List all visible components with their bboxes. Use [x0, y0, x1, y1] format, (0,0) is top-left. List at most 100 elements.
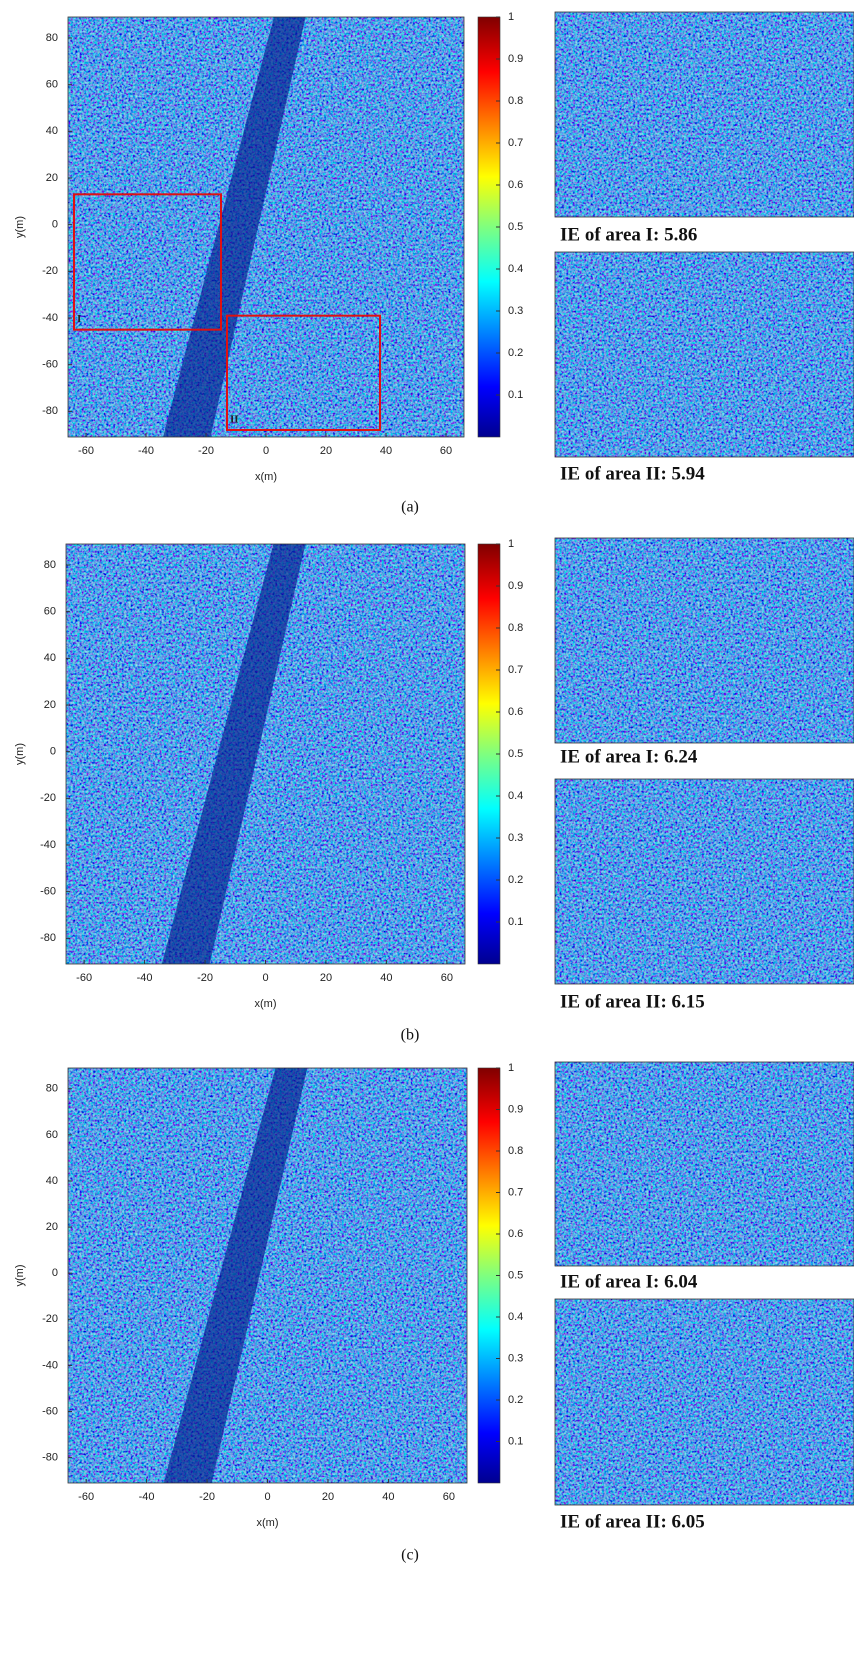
- inset-frame: [554, 537, 854, 744]
- colorbar-tick-label: 0.4: [508, 1311, 523, 1323]
- inset-frame: [554, 251, 854, 458]
- zoom-inset: [555, 538, 854, 743]
- panel-label: (c): [401, 1547, 419, 1564]
- colorbar-tick-label: 0.5: [508, 1269, 523, 1281]
- road-shadow: [163, 1068, 308, 1483]
- region-label: II: [230, 414, 239, 426]
- y-tick-label: 40: [46, 1175, 58, 1187]
- colorbar-tick-label: 0.1: [508, 1435, 523, 1447]
- x-tick-label: 60: [443, 1491, 455, 1503]
- y-tick-label: 0: [50, 746, 56, 758]
- inset-frame: [554, 11, 854, 218]
- x-tick-label: -60: [78, 445, 94, 457]
- colorbar-tick-label: 0.9: [508, 580, 523, 592]
- region-label: I: [77, 313, 81, 325]
- colorbar-tick-label: 0.7: [508, 664, 523, 676]
- zoom-inset: [555, 1299, 854, 1505]
- y-tick-label: 60: [44, 606, 56, 618]
- y-tick-label: 60: [46, 79, 58, 91]
- colorbar-tick-label: 1: [508, 11, 514, 23]
- zoom-inset: [555, 12, 854, 217]
- y-tick-label: 40: [44, 652, 56, 664]
- x-tick-label: 20: [322, 1491, 334, 1503]
- x-axis-label: x(m): [255, 998, 277, 1010]
- x-axis-label: x(m): [255, 471, 277, 483]
- y-axis-label: y(m): [14, 743, 26, 765]
- zoom-inset: [555, 779, 854, 984]
- y-tick-label: 20: [44, 699, 56, 711]
- x-tick-label: -20: [199, 1491, 215, 1503]
- region-box: [226, 314, 381, 431]
- y-tick-label: 80: [44, 559, 56, 571]
- inset-caption: IE of area II: 6.05: [560, 1511, 705, 1532]
- y-tick-label: -20: [42, 265, 58, 277]
- inset-frame: [554, 1298, 854, 1506]
- inset-frame: [554, 778, 854, 985]
- y-tick-label: 20: [46, 1221, 58, 1233]
- y-axis-label: y(m): [14, 1265, 26, 1287]
- y-tick-label: -80: [42, 1452, 58, 1464]
- colorbar-tick-label: 0.3: [508, 1352, 523, 1364]
- y-tick-label: -20: [42, 1313, 58, 1325]
- x-tick-label: -20: [198, 445, 214, 457]
- y-tick-label: 0: [52, 219, 58, 231]
- colorbar-tick-label: 0.8: [508, 1145, 523, 1157]
- y-tick-label: 0: [52, 1267, 58, 1279]
- y-tick-label: -60: [40, 886, 56, 898]
- colorbar-tick-label: 0.6: [508, 1228, 523, 1240]
- colorbar-tick-label: 0.2: [508, 874, 523, 886]
- x-tick-label: 40: [380, 972, 392, 984]
- y-tick-label: -80: [40, 932, 56, 944]
- road-shadow: [163, 17, 306, 437]
- colorbar-tick-label: 0.4: [508, 263, 523, 275]
- y-tick-label: -40: [42, 312, 58, 324]
- y-tick-label: 80: [46, 1083, 58, 1095]
- colorbar-tick-label: 0.4: [508, 790, 523, 802]
- inset-caption: IE of area I: 5.86: [560, 224, 697, 245]
- inset-caption: IE of area II: 6.15: [560, 991, 705, 1012]
- colorbar-tick-label: 0.6: [508, 179, 523, 191]
- region-box: [73, 193, 222, 331]
- colorbar-tick-label: 0.2: [508, 347, 523, 359]
- colorbar-tick-label: 0.7: [508, 137, 523, 149]
- colorbar-tick-label: 0.6: [508, 706, 523, 718]
- x-tick-label: -40: [139, 1491, 155, 1503]
- x-tick-label: -20: [197, 972, 213, 984]
- road-shadow: [161, 544, 306, 964]
- y-tick-label: 20: [46, 172, 58, 184]
- colorbar-tick-label: 0.9: [508, 1103, 523, 1115]
- colorbar-tick-label: 0.5: [508, 221, 523, 233]
- y-tick-label: -60: [42, 359, 58, 371]
- colorbar-tick-label: 0.9: [508, 53, 523, 65]
- colorbar-tick-label: 0.8: [508, 95, 523, 107]
- x-tick-label: -60: [76, 972, 92, 984]
- x-tick-label: 0: [263, 445, 269, 457]
- zoom-inset: [555, 252, 854, 457]
- colorbar-tick-label: 0.3: [508, 305, 523, 317]
- zoom-inset: [555, 1062, 854, 1266]
- colorbar-tick-label: 1: [508, 538, 514, 550]
- x-tick-label: 60: [441, 972, 453, 984]
- y-tick-label: -40: [42, 1359, 58, 1371]
- y-tick-label: 60: [46, 1129, 58, 1141]
- colorbar-tick-label: 0.3: [508, 832, 523, 844]
- colorbar-tick-label: 0.5: [508, 748, 523, 760]
- x-tick-label: 20: [320, 445, 332, 457]
- colorbar-tick-label: 0.8: [508, 622, 523, 634]
- y-axis-label: y(m): [14, 216, 26, 238]
- inset-frame: [554, 1061, 854, 1267]
- inset-caption: IE of area I: 6.24: [560, 746, 698, 767]
- x-axis-label: x(m): [257, 1517, 279, 1529]
- colorbar-tick-label: 1: [508, 1062, 514, 1074]
- panel-label: (a): [401, 499, 419, 516]
- y-tick-label: -20: [40, 792, 56, 804]
- y-tick-label: -80: [42, 405, 58, 417]
- colorbar-tick-label: 0.2: [508, 1394, 523, 1406]
- x-tick-label: 40: [382, 1491, 394, 1503]
- x-tick-label: -60: [78, 1491, 94, 1503]
- y-tick-label: 80: [46, 32, 58, 44]
- colorbar-tick-label: 0.1: [508, 389, 523, 401]
- x-tick-label: -40: [138, 445, 154, 457]
- x-tick-label: 40: [380, 445, 392, 457]
